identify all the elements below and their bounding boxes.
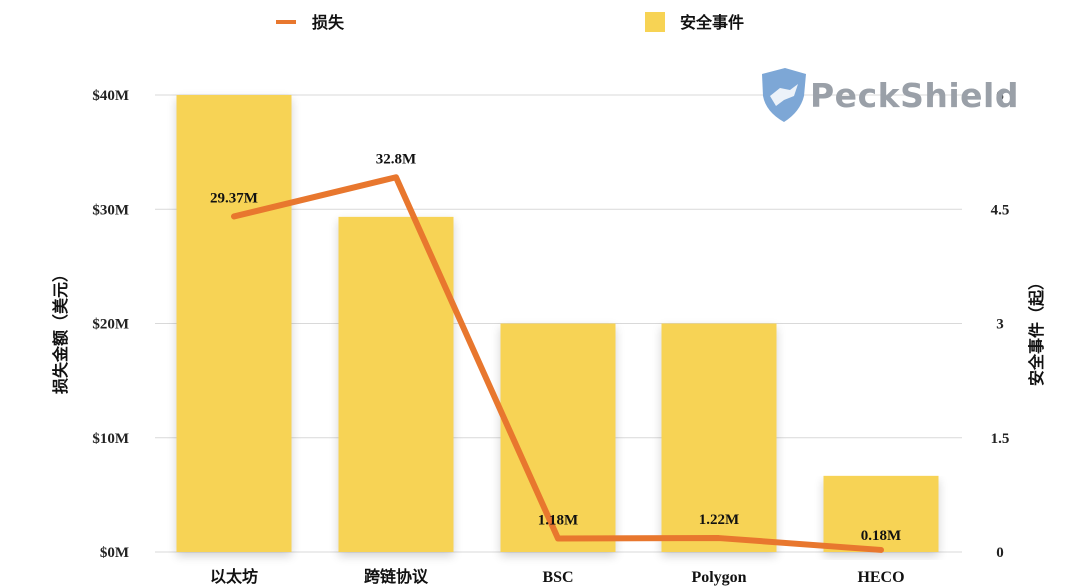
data-labels: 29.37M 32.8M 1.18M 1.22M 0.18M bbox=[210, 151, 901, 544]
left-tick-label: $10M bbox=[92, 431, 129, 447]
category-label: Polygon bbox=[691, 569, 746, 586]
category-label: 跨链协议 bbox=[364, 567, 429, 586]
left-tick-label: $40M bbox=[92, 88, 129, 104]
category-label: HECO bbox=[857, 569, 904, 586]
right-tick-label: 0 bbox=[996, 545, 1004, 561]
bar bbox=[176, 95, 292, 552]
right-tick-label: 3 bbox=[996, 317, 1004, 333]
category-label: BSC bbox=[542, 569, 573, 586]
left-tick-label: $20M bbox=[92, 317, 129, 333]
left-tick-label: $0M bbox=[100, 545, 129, 561]
legend-bar-swatch bbox=[645, 12, 665, 32]
peckshield-logo: PeckShield bbox=[762, 68, 1019, 122]
data-label: 1.18M bbox=[538, 513, 578, 529]
left-axis-ticks: $0M $10M $20M $30M $40M bbox=[92, 88, 129, 561]
bar bbox=[823, 475, 939, 552]
loss-line bbox=[231, 174, 884, 553]
bar bbox=[661, 323, 777, 552]
bar bbox=[500, 323, 616, 552]
category-label: 以太坊 bbox=[210, 567, 258, 586]
data-label: 32.8M bbox=[376, 151, 416, 167]
data-label: 1.22M bbox=[699, 512, 739, 528]
legend-label-incidents: 安全事件 bbox=[680, 13, 744, 32]
data-label: 29.37M bbox=[210, 190, 258, 206]
bar bbox=[338, 216, 454, 552]
shield-icon bbox=[762, 68, 806, 122]
right-tick-label: 4.5 bbox=[991, 202, 1010, 218]
right-axis-title: 安全事件（起） bbox=[1027, 274, 1046, 386]
category-labels: 以太坊 跨链协议 BSC Polygon HECO bbox=[210, 567, 905, 586]
data-label: 0.18M bbox=[861, 528, 901, 544]
right-axis-ticks: 0 1.5 3 4.5 6 bbox=[991, 88, 1010, 561]
bars bbox=[176, 95, 939, 552]
loss-line-path bbox=[231, 174, 884, 553]
left-axis-title: 损失金额（美元） bbox=[51, 266, 70, 394]
right-tick-label: 1.5 bbox=[991, 431, 1010, 447]
legend: 损失 安全事件 bbox=[276, 12, 744, 32]
left-tick-label: $30M bbox=[92, 202, 129, 218]
right-tick-label: 6 bbox=[996, 88, 1004, 104]
logo-text: PeckShield bbox=[810, 76, 1019, 115]
legend-label-loss: 损失 bbox=[312, 13, 345, 32]
